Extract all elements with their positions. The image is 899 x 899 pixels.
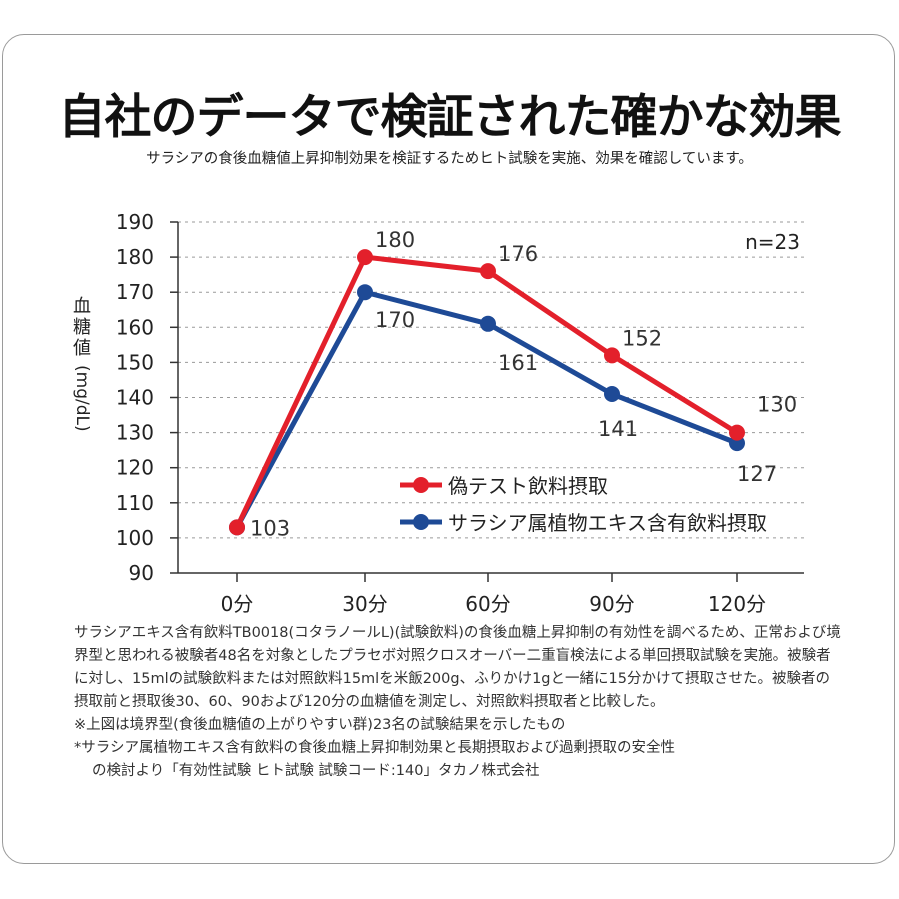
series-0-point	[357, 249, 373, 266]
series-1-data-label: 170	[375, 308, 415, 332]
x-tick-label: 30分	[342, 592, 387, 616]
x-tick-label: 120分	[708, 592, 766, 616]
series-0-point	[480, 263, 496, 280]
series-0-point	[229, 519, 245, 536]
legend-label-1: サラシア属植物エキス含有飲料摂取	[448, 511, 767, 535]
x-tick-label: 90分	[589, 592, 634, 616]
series-1-data-label: 127	[737, 462, 777, 486]
legend-marker-0	[413, 477, 429, 493]
series-1-data-label: 141	[598, 417, 638, 441]
y-tick-label: 120	[116, 456, 154, 480]
y-tick-label: 100	[116, 526, 154, 550]
content-card	[2, 34, 895, 864]
x-tick-label: 0分	[221, 592, 254, 616]
y-tick-label: 130	[116, 421, 154, 445]
y-axis-label: 血糖値 (mg/dL)	[69, 296, 95, 432]
series-0-data-label: 103	[250, 516, 290, 540]
y-tick-label: 160	[116, 315, 154, 339]
note-source-cont: の検討より「有効性試験 ヒト試験 試験コード:140」タカノ株式会社	[92, 763, 540, 779]
sample-size-annotation: n=23	[745, 230, 800, 254]
legend-label-0: 偽テスト飲料摂取	[448, 474, 608, 498]
y-tick-label: 180	[116, 245, 154, 269]
series-0-point	[604, 347, 620, 364]
series-1-point	[604, 385, 620, 402]
series-0-data-label: 176	[498, 242, 538, 266]
y-tick-label: 150	[116, 350, 154, 374]
series-0-data-label: 180	[375, 228, 415, 252]
series-0-data-label: 152	[622, 326, 662, 350]
note-source: *サラシア属植物エキス含有飲料の食後血糖上昇抑制効果と長期摂取および過剰摂取の安…	[74, 740, 676, 756]
legend-marker-1	[413, 514, 429, 530]
note-description: サラシアエキス含有飲料TB0018(コタラノールL)(試験飲料)の食後血糖上昇抑…	[74, 625, 841, 710]
note-subgroup: ※上図は境界型(食後血糖値の上がりやすい群)23名の試験結果を示したもの	[74, 717, 566, 733]
series-1-point	[357, 284, 373, 301]
series-1-point	[480, 315, 496, 332]
y-axis-unit: (mg/dL)	[72, 365, 92, 432]
series-0-data-label: 130	[757, 393, 797, 417]
series-1-data-label: 161	[498, 351, 538, 375]
study-notes: サラシアエキス含有飲料TB0018(コタラノールL)(試験飲料)の食後血糖上昇抑…	[74, 622, 844, 783]
blood-glucose-line-chart: 90 100 110 120 130 140 150 160 170 180 190 0分 30分 60分…	[116, 210, 804, 616]
y-tick-label: 190	[116, 210, 154, 234]
page-subtitle: サラシアの食後血糖値上昇抑制効果を検証するためヒト試験を実施、効果を確認していま…	[146, 151, 753, 167]
y-tick-label: 140	[116, 386, 154, 410]
y-tick-label: 90	[129, 561, 154, 585]
y-axis-title: 血糖値	[73, 296, 91, 359]
y-tick-label: 170	[116, 280, 154, 304]
page-title: 自社のデータで検証された確かな効果	[58, 90, 842, 145]
series-0-point	[729, 424, 745, 441]
y-tick-label: 110	[116, 491, 154, 515]
x-tick-label: 60分	[465, 592, 510, 616]
